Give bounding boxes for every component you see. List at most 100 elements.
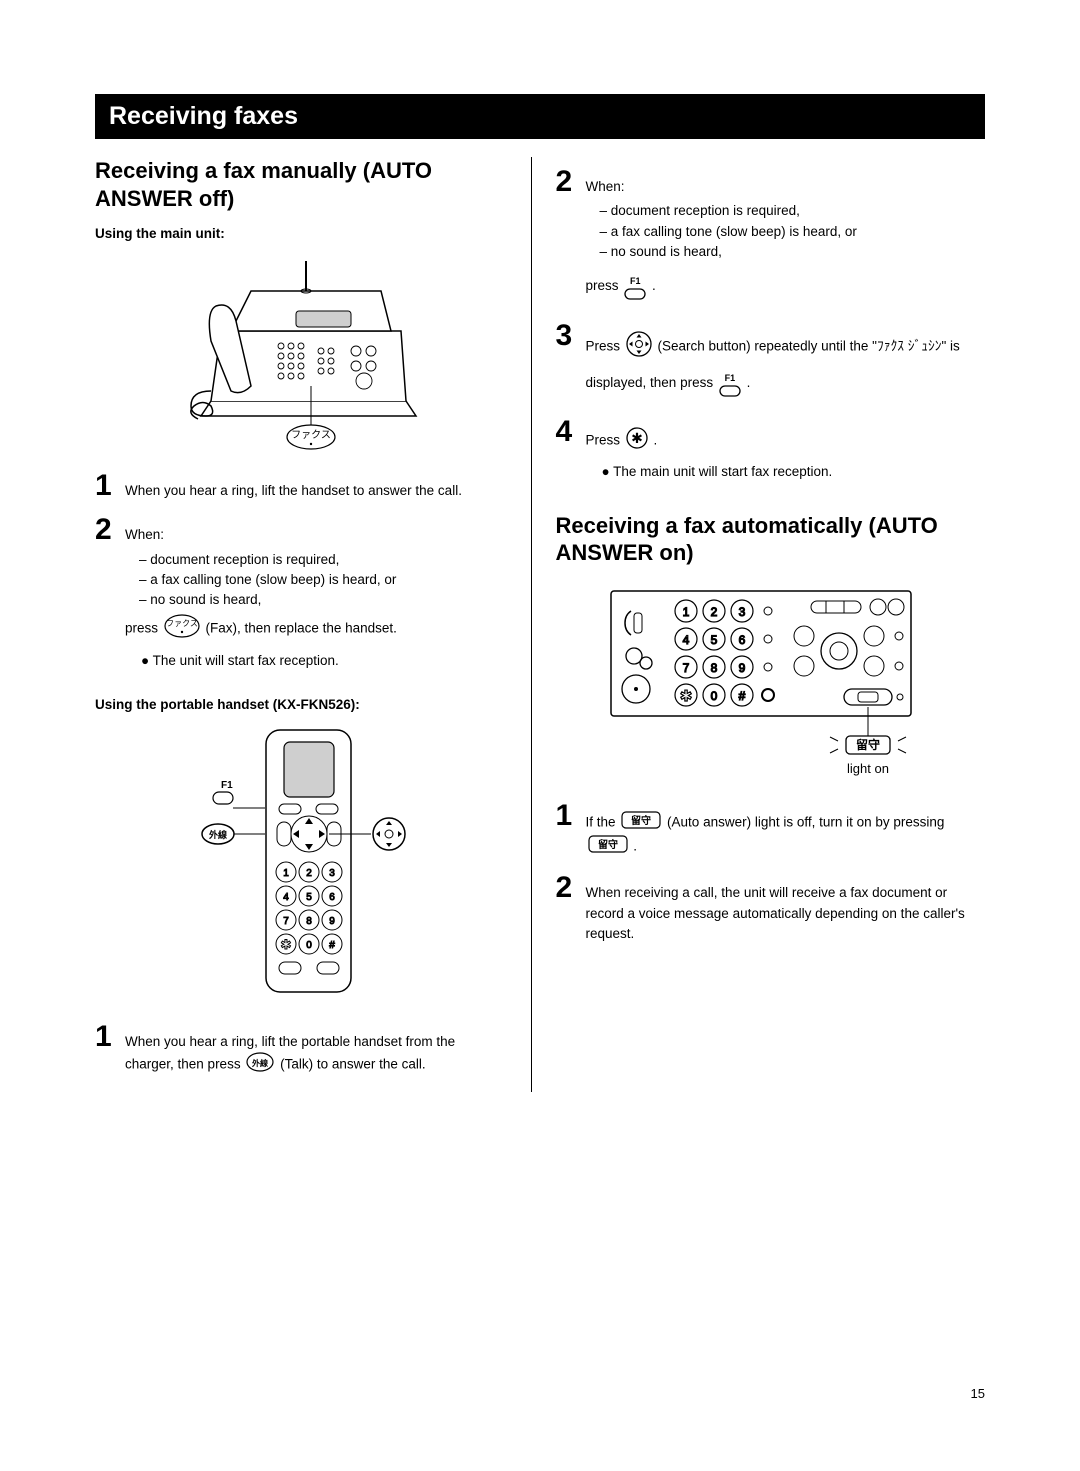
text: press [586, 278, 623, 293]
columns: Receiving a fax manually (AUTO ANSWER of… [95, 157, 985, 1092]
svg-text:0: 0 [711, 689, 718, 703]
step-list: document reception is required, a fax ca… [586, 201, 968, 262]
step-intro: When: [125, 527, 164, 542]
svg-text:6: 6 [739, 633, 746, 647]
page-title: Receiving faxes [109, 102, 971, 131]
list-item: a fax calling tone (slow beep) is heard,… [139, 570, 507, 590]
step-number: 3 [556, 321, 578, 351]
fax-button-icon: ファクス [164, 614, 200, 644]
step-body: When receiving a call, the unit will rec… [586, 873, 968, 944]
svg-text:留守: 留守 [598, 838, 618, 851]
press-line: press F1 . [586, 266, 968, 307]
text: (Auto answer) light is off, turn it on b… [667, 814, 944, 829]
sub-heading-main-unit: Using the main unit: [95, 226, 507, 241]
step-body: Press (Search button) repeatedly until t… [586, 321, 968, 404]
search-button-icon [626, 331, 652, 363]
svg-text:5: 5 [711, 633, 718, 647]
text: . [652, 278, 656, 293]
svg-text:2: 2 [306, 868, 312, 879]
rusu-button-icon: 留守 [621, 811, 661, 835]
step-1-handset: 1 When you hear a ring, lift the portabl… [95, 1022, 507, 1079]
step-2-right: 2 When: document reception is required, … [556, 167, 968, 307]
list-item: a fax calling tone (slow beep) is heard,… [600, 222, 968, 242]
step-number: 1 [95, 471, 117, 501]
step-body: Press ✱ . The main unit will start fax r… [586, 417, 968, 482]
text: . [633, 839, 637, 854]
right-column: 2 When: document reception is required, … [532, 157, 986, 1092]
control-panel-illustration: 1 2 3 4 5 6 7 8 9 ✱ 0 # [586, 581, 936, 781]
auto-step-1: 1 If the 留守 (Auto answer) light is off, … [556, 801, 968, 860]
step-body: When you hear a ring, lift the handset t… [125, 471, 507, 501]
svg-text:3: 3 [739, 605, 746, 619]
rusu-button-icon: 留守 [588, 835, 628, 859]
step-number: 2 [556, 167, 578, 197]
text: Press [586, 338, 624, 353]
svg-text:留守: 留守 [856, 737, 880, 752]
svg-text:✱: ✱ [631, 430, 643, 446]
list-item: document reception is required, [600, 201, 968, 221]
list-item: no sound is heard, [139, 590, 507, 610]
svg-text:ファクス: ファクス [166, 619, 198, 628]
left-column: Receiving a fax manually (AUTO ANSWER of… [95, 157, 532, 1092]
svg-text:4: 4 [283, 892, 289, 903]
svg-text:4: 4 [683, 633, 690, 647]
text: . [654, 433, 658, 448]
step-body: When: document reception is required, a … [125, 515, 507, 671]
svg-text:5: 5 [306, 892, 312, 903]
step-intro: When: [586, 179, 625, 194]
text: press [125, 621, 162, 636]
svg-text:#: # [329, 940, 335, 951]
star-button-icon: ✱ [626, 427, 648, 455]
handset-illustration: 1 2 3 4 5 6 7 8 9 ✱ 0 # F1 [171, 722, 431, 1002]
page-number: 15 [971, 1386, 985, 1401]
step-list: document reception is required, a fax ca… [125, 550, 507, 611]
page: Receiving faxes Receiving a fax manually… [0, 0, 1080, 1132]
svg-text:8: 8 [711, 661, 718, 675]
svg-text:留守: 留守 [631, 814, 651, 827]
f1-label: F1 [630, 277, 641, 286]
press-line: press ファクス (Fax), then replace the hands… [125, 614, 507, 644]
svg-text:1: 1 [683, 605, 690, 619]
step-number: 1 [556, 801, 578, 831]
text: Press [586, 433, 624, 448]
svg-text:3: 3 [329, 868, 335, 879]
auto-step-2: 2 When receiving a call, the unit will r… [556, 873, 968, 944]
f1-callout: F1 [221, 780, 233, 791]
section-heading-manual: Receiving a fax manually (AUTO ANSWER of… [95, 157, 507, 212]
note: The unit will start fax reception. [125, 651, 507, 671]
svg-text:0: 0 [306, 940, 312, 951]
step-2-main: 2 When: document reception is required, … [95, 515, 507, 671]
talk-button-icon: 外線 [246, 1052, 274, 1078]
step-body: If the 留守 (Auto answer) light is off, tu… [586, 801, 968, 860]
list-item: no sound is heard, [600, 242, 968, 262]
svg-text:9: 9 [329, 916, 335, 927]
list-item: document reception is required, [139, 550, 507, 570]
step-4-right: 4 Press ✱ . The main unit will start fax… [556, 417, 968, 482]
title-bar: Receiving faxes [95, 94, 985, 139]
step-number: 2 [556, 873, 578, 903]
f1-label: F1 [725, 374, 736, 383]
note: The main unit will start fax reception. [586, 462, 968, 482]
text: (Talk) to answer the call. [280, 1057, 426, 1072]
step-number: 1 [95, 1022, 117, 1052]
svg-text:外線: 外線 [252, 1058, 268, 1068]
svg-text:9: 9 [739, 661, 746, 675]
step-number: 4 [556, 417, 578, 447]
svg-text:✱: ✱ [680, 688, 693, 705]
svg-text:✱: ✱ [280, 937, 291, 952]
svg-text:2: 2 [711, 605, 718, 619]
fax-machine-illustration: ファクス [156, 251, 446, 451]
svg-text:#: # [739, 689, 746, 703]
text: (Fax), then replace the handset. [206, 621, 397, 636]
svg-text:6: 6 [329, 892, 335, 903]
svg-text:1: 1 [283, 868, 289, 879]
sub-heading-handset: Using the portable handset (KX-FKN526): [95, 697, 507, 712]
step-body: When you hear a ring, lift the portable … [125, 1022, 507, 1079]
fax-label-icon: ファクス [291, 429, 331, 441]
text: . [747, 375, 751, 390]
svg-text:8: 8 [306, 916, 312, 927]
svg-text:7: 7 [683, 661, 690, 675]
step-body: When: document reception is required, a … [586, 167, 968, 307]
svg-text:7: 7 [283, 916, 289, 927]
section-heading-auto: Receiving a fax automatically (AUTO ANSW… [556, 512, 968, 567]
